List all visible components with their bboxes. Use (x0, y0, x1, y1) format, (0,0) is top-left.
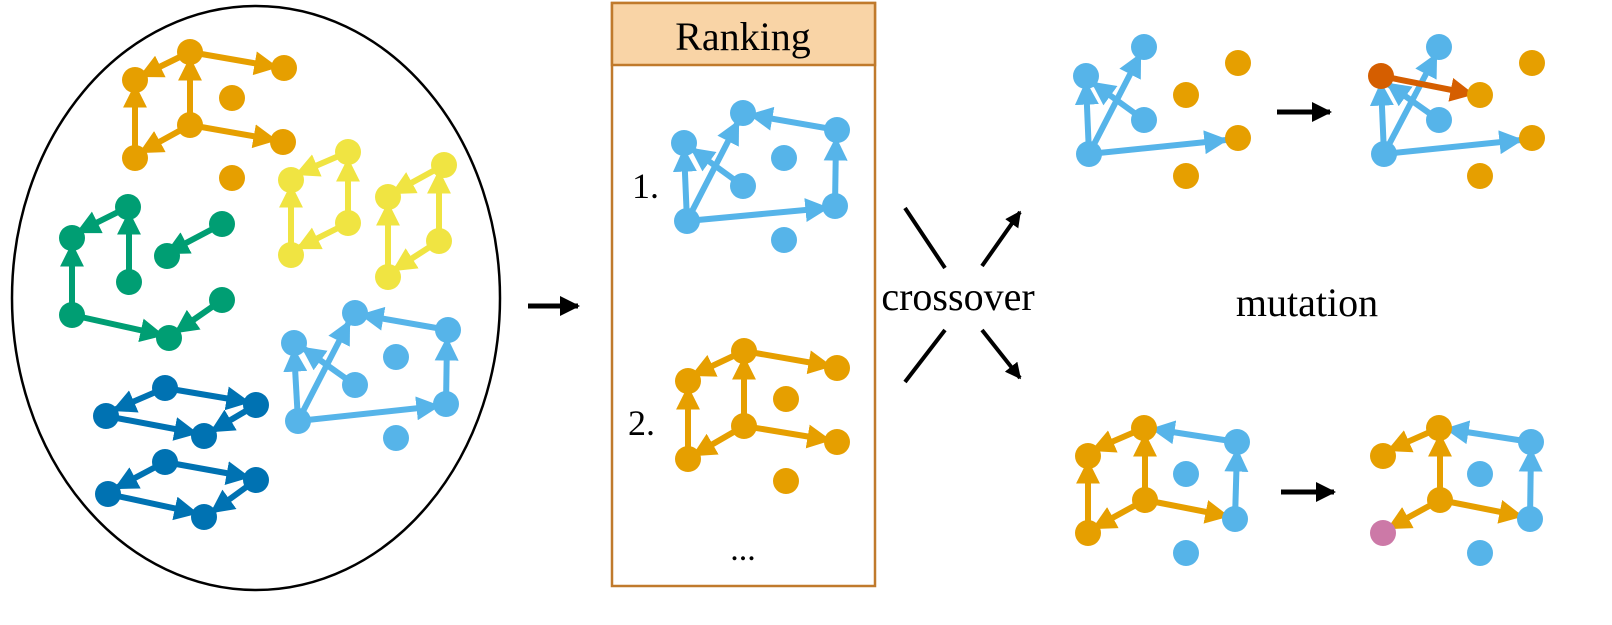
ranking-box: Ranking 1. 2. ... (610, 1, 877, 588)
green-graph (60, 204, 224, 343)
mutant-graph-2-nodes (1370, 415, 1544, 566)
green-graph-nodes (59, 194, 235, 351)
child-graph-1-nodes (1073, 34, 1251, 189)
mutant-graph-2 (1386, 420, 1543, 531)
child-graph-1 (1074, 52, 1229, 157)
yellow-graphs (279, 149, 451, 277)
mutated-node (1368, 63, 1394, 89)
darkblue-graphs (105, 385, 258, 521)
mutated-node (1370, 520, 1396, 546)
population-ellipse (10, 4, 502, 592)
mutant-graph-1 (1369, 52, 1524, 157)
ranking-title: Ranking (675, 14, 811, 59)
ranked-graph-1-nodes (671, 100, 850, 253)
mutation-label: mutation (1236, 280, 1378, 325)
ranking-item-1-number: 1. (632, 166, 659, 206)
ranking-header (610, 1, 877, 67)
child-graph-2 (1076, 420, 1249, 533)
mutated-edge (1380, 73, 1475, 102)
ranking-item-2-number: 2. (628, 403, 655, 443)
lightblue-graph-nodes (281, 300, 461, 451)
orange-graph-nodes (122, 39, 297, 191)
mutant-graph-1-nodes (1368, 34, 1545, 189)
ranked-graph-2-nodes (675, 338, 850, 494)
crossover-label: crossover (881, 274, 1034, 319)
orange-graph (123, 49, 279, 155)
crossover-symbol (903, 206, 947, 384)
child-graph-2-nodes (1075, 415, 1250, 566)
yellow-graph-nodes (278, 139, 457, 290)
ranking-more-ellipsis: ... (730, 531, 756, 568)
darkblue-graph-nodes (93, 375, 269, 530)
crossover-arrows (980, 210, 1022, 380)
lightblue-graph (283, 306, 459, 424)
